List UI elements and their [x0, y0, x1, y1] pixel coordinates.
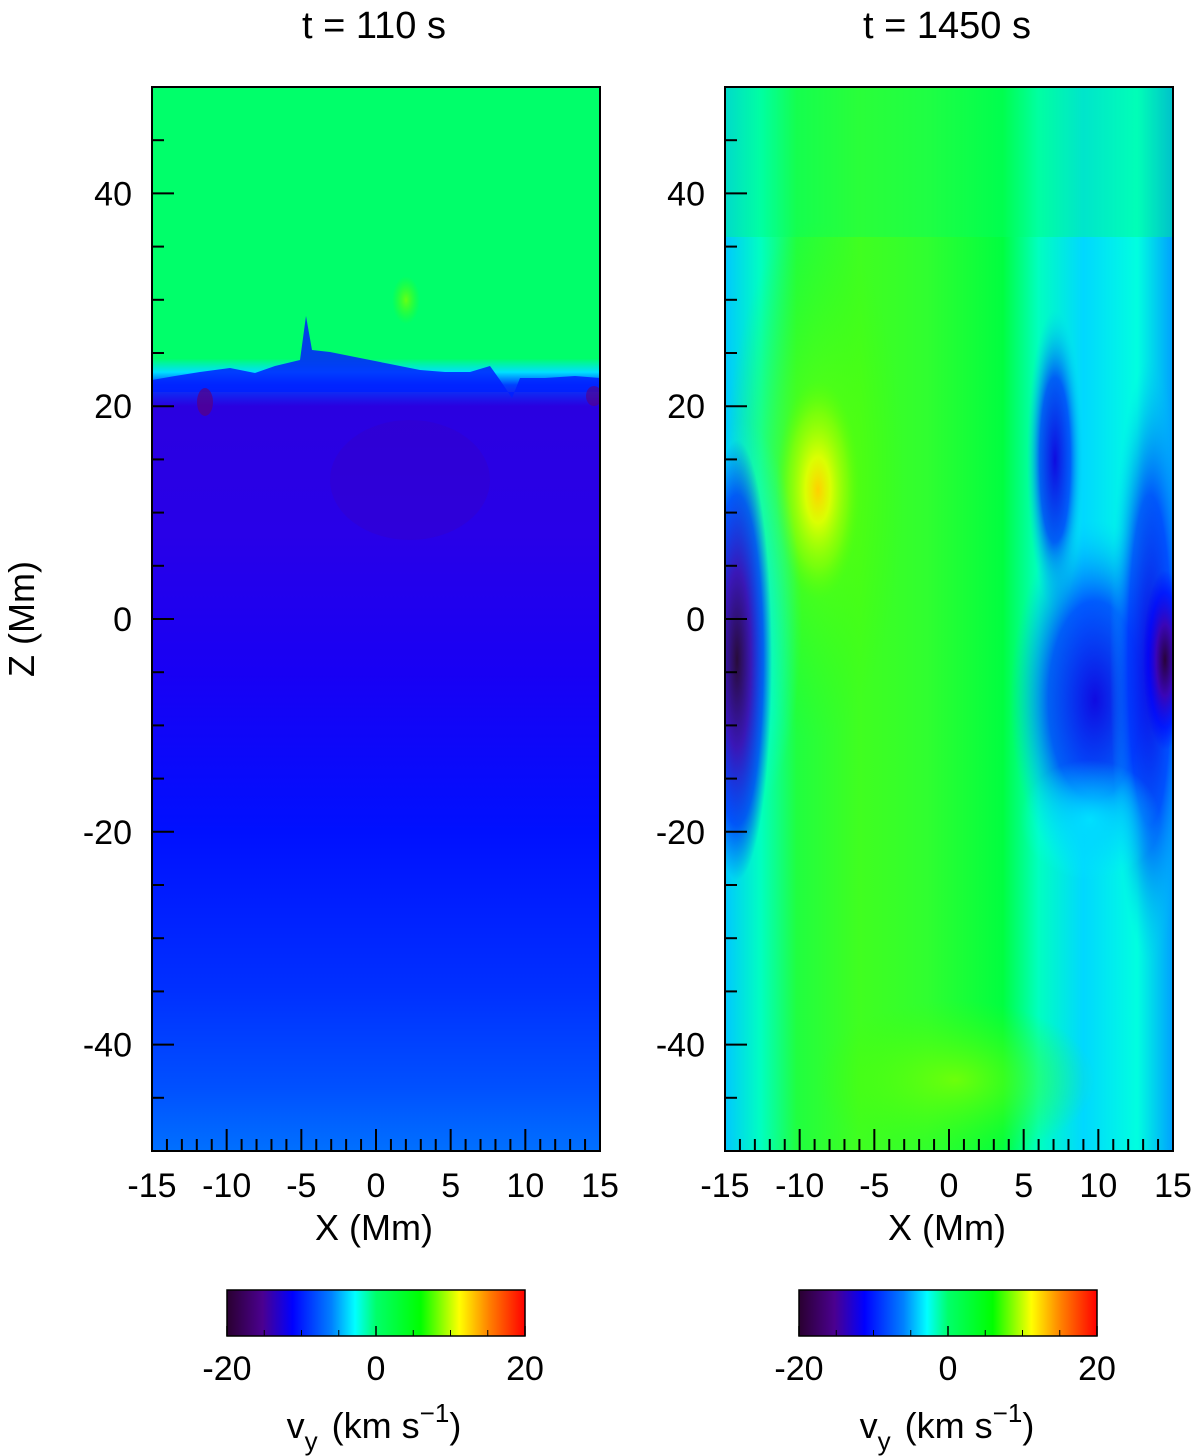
colorbar: -20 0 20 vy (km s−1)	[202, 1289, 544, 1456]
colorbar-ticks: -20 0 20	[774, 1326, 1116, 1388]
colorbar-tick-label: 20	[1078, 1350, 1116, 1388]
colorbar-tick-label: 20	[506, 1350, 544, 1388]
panel-title: t = 1450 s	[863, 5, 1031, 47]
panel-t110: t = 110 s -15 -10 -5 0 5 10 15 -40 -20 0 20 40 X (…	[1, 5, 619, 1456]
colorbar-tick-label: -20	[774, 1350, 823, 1388]
y-tick-label: 20	[94, 388, 132, 426]
x-tick-label: 10	[506, 1167, 544, 1205]
panel-t1450: t = 1450 s -15 -10 -5 0 5 10 15 -40 -20 0 20 40 X …	[656, 5, 1192, 1456]
x-axis: -15 -10 -5 0 5 10 15	[127, 1129, 619, 1205]
y-tick-label: -40	[656, 1027, 705, 1065]
x-tick-label: 0	[940, 1167, 959, 1205]
y-tick-label: 40	[667, 175, 705, 213]
y-tick-label: 40	[94, 175, 132, 213]
y-tick-label: -40	[83, 1027, 132, 1065]
x-axis: -15 -10 -5 0 5 10 15	[700, 1129, 1192, 1205]
x-tick-label: 10	[1079, 1167, 1117, 1205]
x-tick-label: -10	[202, 1167, 251, 1205]
x-tick-label: 5	[1014, 1167, 1033, 1205]
y-tick-label: -20	[83, 814, 132, 852]
y-tick-label: 0	[686, 601, 705, 639]
x-tick-label: -10	[775, 1167, 824, 1205]
colorbar: -20 0 20 vy (km s−1)	[774, 1289, 1116, 1456]
panel-title: t = 110 s	[302, 5, 446, 47]
x-tick-label: 15	[1154, 1167, 1192, 1205]
heatmap-field	[725, 87, 1173, 1151]
colorbar-tick-label: 0	[367, 1350, 386, 1388]
x-axis-label: X (Mm)	[888, 1207, 1006, 1248]
x-tick-label: -5	[286, 1167, 316, 1205]
x-tick-label: 5	[441, 1167, 460, 1205]
y-axis: -40 -20 0 20 40	[83, 86, 174, 1152]
y-axis-label: Z (Mm)	[1, 561, 42, 677]
y-axis: -40 -20 0 20 40	[656, 86, 747, 1152]
x-tick-label: 0	[367, 1167, 386, 1205]
colorbar-label: vy (km s−1)	[860, 1398, 1035, 1456]
x-tick-label: -15	[127, 1167, 176, 1205]
x-tick-label: 15	[581, 1167, 619, 1205]
colorbar-ticks: -20 0 20	[202, 1326, 544, 1388]
y-tick-label: 20	[667, 388, 705, 426]
x-tick-label: -15	[700, 1167, 749, 1205]
x-axis-label: X (Mm)	[315, 1207, 433, 1248]
y-tick-label: -20	[656, 814, 705, 852]
y-tick-label: 0	[113, 601, 132, 639]
colorbar-tick-label: 0	[939, 1350, 958, 1388]
colorbar-label: vy (km s−1)	[287, 1398, 462, 1456]
x-tick-label: -5	[859, 1167, 889, 1205]
heatmap-field	[152, 87, 600, 1151]
colorbar-tick-label: -20	[202, 1350, 251, 1388]
